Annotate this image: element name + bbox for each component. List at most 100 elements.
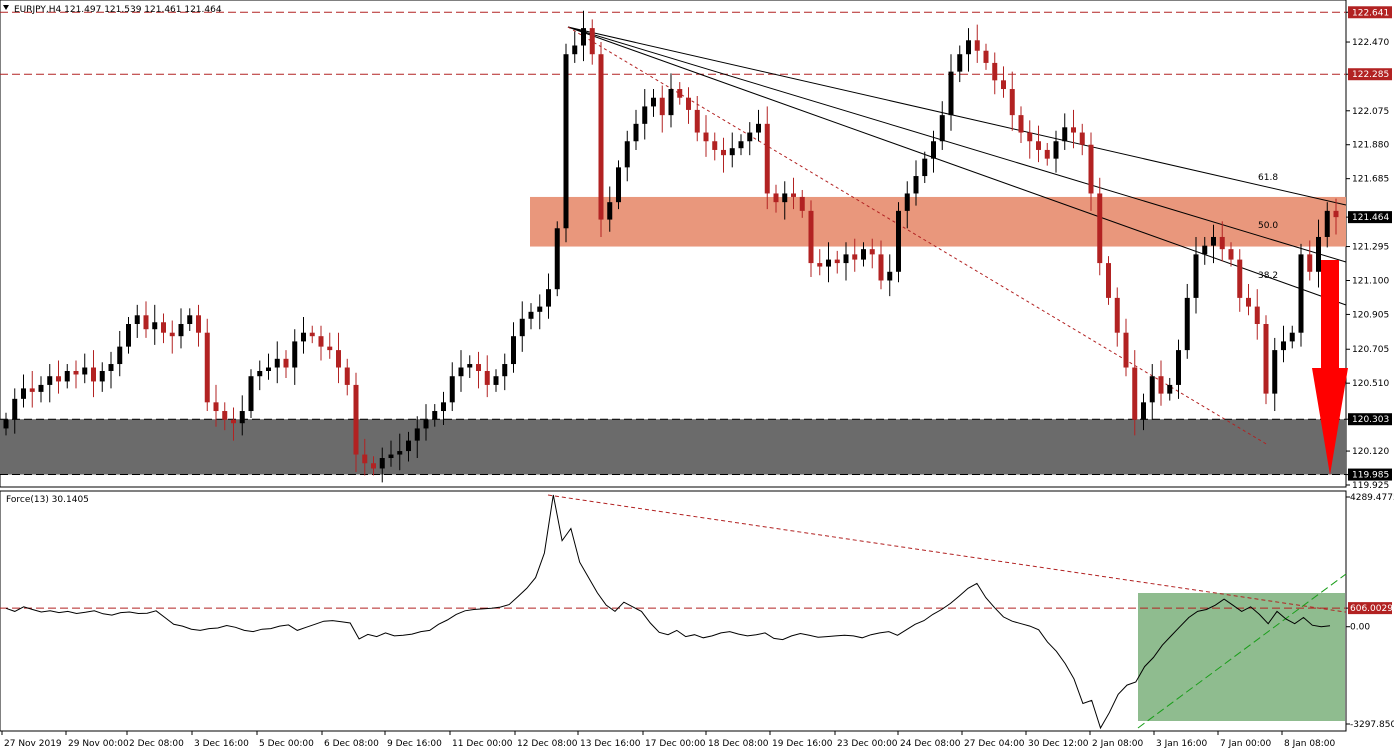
svg-text:8 Jan 08:00: 8 Jan 08:00 <box>1284 739 1336 749</box>
candle <box>1167 377 1173 401</box>
candle <box>616 160 621 210</box>
candle <box>1263 315 1269 405</box>
candle <box>423 404 429 441</box>
candle <box>764 106 770 210</box>
svg-text:12 Dec 08:00: 12 Dec 08:00 <box>517 739 578 749</box>
svg-text:122.075: 122.075 <box>1352 107 1389 117</box>
fib-label: 38.2 <box>1258 271 1278 281</box>
candle <box>826 242 831 283</box>
svg-text:24 Dec 08:00: 24 Dec 08:00 <box>900 739 961 749</box>
price-tick: 121.880 <box>1346 141 1389 151</box>
candle <box>476 351 481 389</box>
candle <box>1333 198 1339 235</box>
candle <box>1001 66 1006 98</box>
candle <box>1123 318 1129 377</box>
candle <box>974 24 980 63</box>
candle <box>204 318 210 412</box>
time-tick: 30 Dec 12:00 <box>1025 731 1089 749</box>
force-line <box>5 494 1331 730</box>
time-tick: 18 Dec 08:00 <box>705 731 769 749</box>
svg-text:6 Dec 08:00: 6 Dec 08:00 <box>324 739 379 749</box>
time-tick: 17 Dec 00:00 <box>642 731 706 749</box>
candle <box>931 130 936 173</box>
candle <box>651 89 656 117</box>
candle <box>703 115 709 157</box>
candle <box>12 388 18 434</box>
candle <box>406 431 411 462</box>
candle <box>108 351 114 389</box>
candle <box>878 240 884 290</box>
candle <box>1316 219 1321 288</box>
candle <box>808 200 814 278</box>
candle <box>948 54 954 131</box>
time-tick: 23 Dec 00:00 <box>834 731 898 749</box>
candle <box>537 294 543 330</box>
candle <box>869 238 875 269</box>
candle <box>913 160 919 206</box>
candle <box>511 322 516 373</box>
price-tick: 119.985 <box>1346 468 1392 481</box>
force-pane-border <box>0 490 1347 732</box>
candle <box>939 101 945 150</box>
resistance-zone <box>530 196 1346 247</box>
price-tick: 121.464 <box>1346 211 1392 224</box>
price-tick: 122.075 <box>1346 107 1389 117</box>
candle <box>309 325 315 344</box>
candle <box>922 151 928 184</box>
candle <box>388 440 394 467</box>
candle <box>318 325 324 361</box>
candle <box>721 137 726 173</box>
price-tick: 122.285 <box>1346 68 1392 81</box>
candle <box>1176 339 1181 399</box>
candle <box>1097 177 1103 276</box>
svg-text:27 Dec 04:00: 27 Dec 04:00 <box>964 739 1025 749</box>
candle <box>82 353 88 384</box>
force-tick: 0.00 <box>1346 623 1370 633</box>
candle <box>3 412 9 436</box>
candle <box>484 355 490 398</box>
time-tick: 29 Nov 00:00 <box>65 731 129 749</box>
candle <box>1307 240 1313 281</box>
price-tick: 120.303 <box>1346 413 1392 426</box>
candle <box>1272 337 1278 412</box>
candle <box>38 376 44 403</box>
price-tick: 122.641 <box>1346 6 1392 19</box>
svg-text:120.705: 120.705 <box>1352 345 1389 355</box>
candle <box>1298 243 1304 347</box>
candle <box>519 301 525 352</box>
svg-text:4289.4775: 4289.4775 <box>1350 493 1394 503</box>
candle <box>1281 325 1286 363</box>
candle <box>239 395 245 436</box>
candle <box>799 189 805 218</box>
svg-text:122.641: 122.641 <box>1352 8 1389 18</box>
candle <box>336 332 341 384</box>
candle <box>467 355 473 378</box>
candle <box>1149 364 1155 420</box>
candle <box>327 332 333 359</box>
candle <box>904 181 910 229</box>
collapse-triangle-icon[interactable] <box>3 5 9 10</box>
svg-text:606.0029: 606.0029 <box>1350 604 1393 614</box>
candle <box>502 353 508 391</box>
price-tick: 120.705 <box>1346 345 1389 355</box>
candle <box>1211 224 1216 264</box>
candle <box>161 313 166 344</box>
svg-text:19 Dec 16:00: 19 Dec 16:00 <box>772 739 833 749</box>
price-axis: 122.641 122.470 122.285 122.075 121.880 121.6… <box>1346 6 1392 491</box>
time-tick: 13 Dec 16:00 <box>577 731 641 749</box>
candle <box>1088 132 1094 211</box>
force-green-zone <box>1138 593 1345 721</box>
candle <box>266 353 271 380</box>
time-tick: 3 Dec 16:00 <box>191 731 249 749</box>
svg-text:122.470: 122.470 <box>1352 38 1389 48</box>
force-axis: 4289.4775 606.0029 0.00 -3297.8500 <box>1346 493 1394 730</box>
candle <box>1246 283 1251 316</box>
candle <box>729 132 735 168</box>
svg-text:2 Dec 08:00: 2 Dec 08:00 <box>129 739 184 749</box>
svg-text:122.285: 122.285 <box>1352 70 1389 80</box>
price-tick: 120.510 <box>1346 379 1389 389</box>
candle <box>747 122 753 156</box>
force-title: Force(13) 30.1405 <box>6 495 89 505</box>
force-tick: 606.0029 <box>1346 602 1393 615</box>
